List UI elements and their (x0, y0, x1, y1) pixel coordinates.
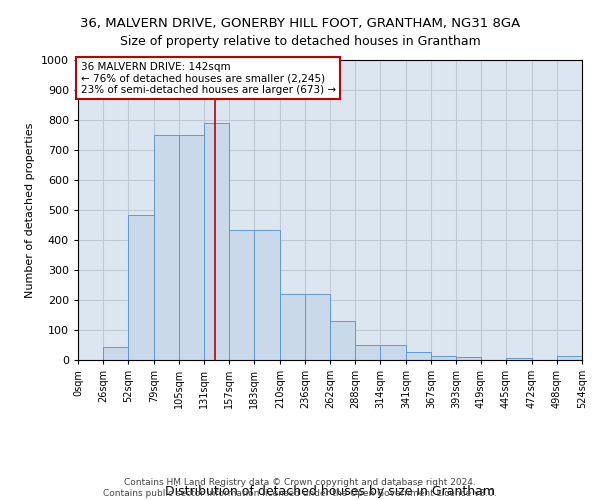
Text: 36 MALVERN DRIVE: 142sqm
← 76% of detached houses are smaller (2,245)
23% of sem: 36 MALVERN DRIVE: 142sqm ← 76% of detach… (80, 62, 335, 94)
Text: 36, MALVERN DRIVE, GONERBY HILL FOOT, GRANTHAM, NG31 8GA: 36, MALVERN DRIVE, GONERBY HILL FOOT, GR… (80, 18, 520, 30)
Bar (103, 346, 128, 360)
Bar (128, 214, 154, 360)
Bar (355, 345, 380, 360)
Y-axis label: Number of detached properties: Number of detached properties (25, 122, 35, 298)
Bar (557, 356, 582, 360)
Bar (154, 135, 179, 360)
Bar (506, 358, 532, 360)
Bar (204, 123, 229, 360)
Bar (456, 357, 481, 360)
Bar (179, 135, 204, 360)
Text: Size of property relative to detached houses in Grantham: Size of property relative to detached ho… (119, 35, 481, 48)
Bar (305, 294, 330, 360)
Bar (406, 352, 431, 360)
Bar (254, 230, 280, 360)
Text: Contains HM Land Registry data © Crown copyright and database right 2024.
Contai: Contains HM Land Registry data © Crown c… (103, 478, 497, 498)
Bar (380, 345, 406, 360)
Bar (431, 356, 456, 360)
Bar (229, 230, 254, 360)
X-axis label: Distribution of detached houses by size in Grantham: Distribution of detached houses by size … (165, 485, 495, 498)
Bar (330, 321, 355, 360)
Bar (280, 294, 305, 360)
